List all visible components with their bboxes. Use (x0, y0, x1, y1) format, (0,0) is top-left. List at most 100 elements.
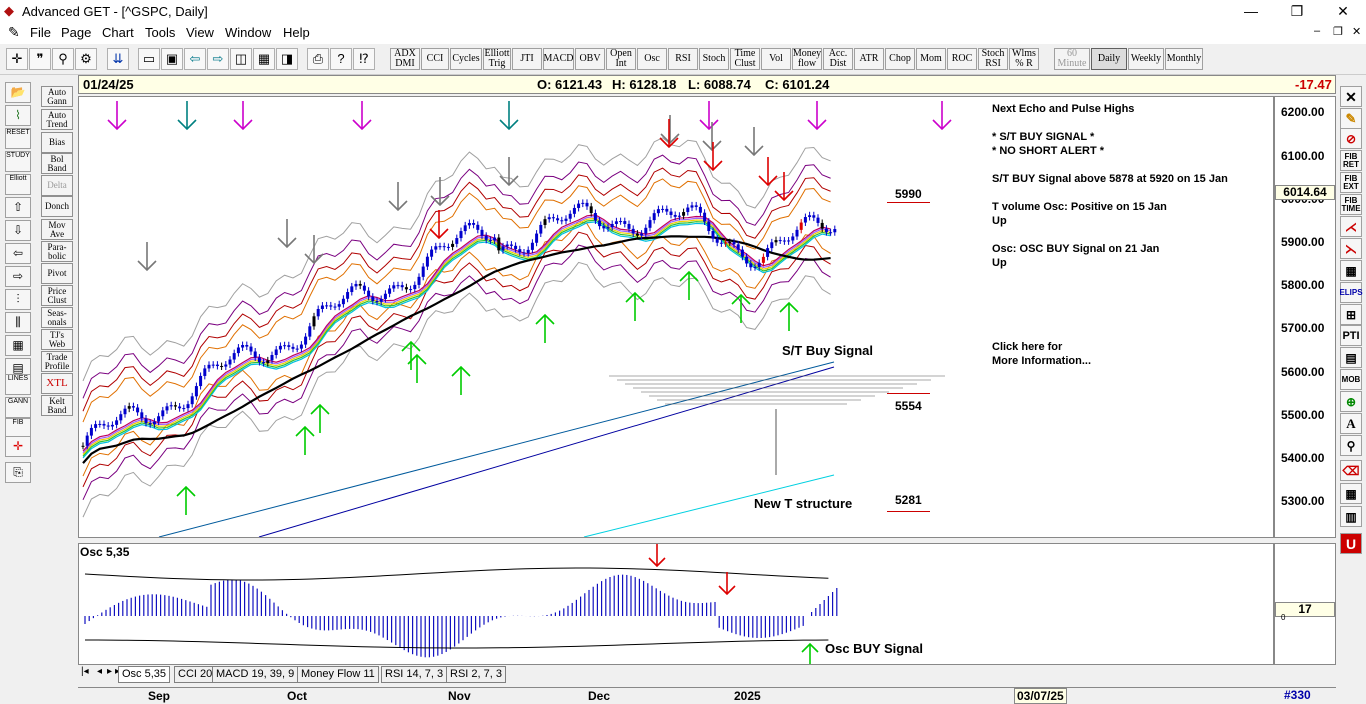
page-icon[interactable]: ▭ (138, 48, 160, 70)
study-williams-r-button[interactable]: Wlms % R (1009, 48, 1039, 70)
window-icon[interactable]: ◫ (230, 48, 252, 70)
study-jti-button[interactable]: JTI (512, 48, 542, 70)
study-vol-button[interactable]: Vol (761, 48, 791, 70)
gann-grid-icon[interactable]: ▦ (1340, 260, 1362, 281)
study-chop-button[interactable]: Chop (885, 48, 915, 70)
study-roc-button[interactable]: ROC (947, 48, 977, 70)
bol-band-button[interactable]: Bol Band (41, 153, 73, 174)
study-stoch-rsi-button[interactable]: Stoch RSI (978, 48, 1008, 70)
split-icon[interactable]: ◨ (276, 48, 298, 70)
study-cycles-button[interactable]: Cycles (450, 48, 482, 70)
tab-scroll-next-icon[interactable]: ▸ (107, 666, 113, 677)
study-icon[interactable]: STUDY (5, 151, 31, 172)
mob-icon[interactable]: MOB (1340, 369, 1362, 390)
menu-view[interactable]: View (186, 25, 214, 40)
fib-icon[interactable]: FIB (5, 418, 31, 439)
fib-ret-icon[interactable]: FIB RET (1340, 150, 1362, 171)
pointer-icon[interactable]: ✛ (6, 48, 28, 70)
magnifier-icon[interactable]: ⚲ (52, 48, 74, 70)
minimize-button[interactable]: — (1244, 3, 1258, 19)
study-mom-button[interactable]: Mom (916, 48, 946, 70)
menu-help[interactable]: Help (283, 25, 310, 40)
donch-button[interactable]: Donch (41, 196, 73, 217)
menu-file[interactable]: File (30, 25, 51, 40)
xtl-button[interactable]: XTL (41, 373, 73, 394)
period-60-minute-button[interactable]: 60 Minute (1054, 48, 1090, 70)
study-rsi-button[interactable]: RSI (668, 48, 698, 70)
study-cci-button[interactable]: CCI (421, 48, 449, 70)
fan-icon[interactable]: ⋌ (1340, 216, 1362, 237)
pivot-button[interactable]: Pivot (41, 263, 73, 284)
arrow-up-icon[interactable]: ⇧ (5, 197, 31, 218)
oscillator-pane[interactable]: Osc 5,35 Osc BUY Signal (78, 543, 1274, 665)
reset-icon[interactable]: RESET (5, 128, 31, 149)
context-help-icon[interactable]: ⁉ (353, 48, 375, 70)
mov-ave-button[interactable]: Mov Ave (41, 219, 73, 240)
bias-button[interactable]: Bias (41, 132, 73, 153)
help-icon[interactable]: ? (330, 48, 352, 70)
study-money-flow-button[interactable]: Money flow (792, 48, 822, 70)
bars-icon[interactable]: ⫶ (5, 289, 31, 310)
tjs-web-button[interactable]: TJ's Web (41, 329, 73, 350)
grid-icon[interactable]: ▦ (5, 335, 31, 356)
pencil-icon[interactable]: ✎ (1340, 108, 1362, 129)
quote-icon[interactable]: ❞ (29, 48, 51, 70)
panel-icon[interactable]: ▥ (1340, 506, 1362, 527)
tool-icon[interactable]: ⚙ (75, 48, 97, 70)
arrow-right-icon[interactable]: ⇨ (5, 266, 31, 287)
arrow-down-icon[interactable]: ⇩ (5, 220, 31, 241)
close-button[interactable]: ✕ (1337, 3, 1349, 19)
study-elliott-trig-button[interactable]: Elliott Trig (483, 48, 511, 70)
close-chart-icon[interactable]: ✕ (1340, 86, 1362, 107)
fib-ext-icon[interactable]: FIB EXT (1340, 172, 1362, 193)
trade-profile-button[interactable]: Trade Profile (41, 351, 73, 372)
more-information-link[interactable]: More Information... (992, 355, 1091, 367)
kelt-band-button[interactable]: Kelt Band (41, 395, 73, 416)
tab-rsi-2[interactable]: RSI 2, 7, 3 (446, 666, 506, 683)
pti-icon[interactable]: PTI (1340, 325, 1362, 346)
study-atr-button[interactable]: ATR (854, 48, 884, 70)
fan-alt-icon[interactable]: ⋋ (1340, 238, 1362, 259)
gann-icon[interactable]: GANN (5, 397, 31, 418)
tab-scroll-first-icon[interactable]: |◂ (81, 666, 89, 677)
study-macd-button[interactable]: MACD (543, 48, 574, 70)
auto-gann-button[interactable]: Auto Gann (41, 86, 73, 107)
eraser-icon[interactable]: ⌫ (1340, 460, 1362, 481)
trend-icon[interactable]: ⌇ (5, 105, 31, 126)
mdi-minimize-button[interactable]: – (1314, 25, 1321, 37)
ruler-icon[interactable]: ⊞ (1340, 304, 1362, 325)
tab-rsi-14[interactable]: RSI 14, 7, 3 (381, 666, 448, 683)
elips-icon[interactable]: ELIPS (1339, 282, 1363, 303)
maximize-button[interactable]: ❐ (1290, 3, 1304, 19)
text-tool-icon[interactable]: A (1340, 413, 1362, 434)
table-icon[interactable]: ▤ (1340, 347, 1362, 368)
crosshair-icon[interactable]: ✛ (5, 436, 31, 457)
export-icon[interactable]: ⎘ (5, 462, 31, 483)
menu-tools[interactable]: Tools (145, 25, 176, 40)
lines-icon[interactable]: LINES (5, 374, 31, 395)
zoom-icon[interactable]: ⚲ (1340, 435, 1362, 456)
period-weekly-button[interactable]: Weekly (1128, 48, 1164, 70)
no-draw-icon[interactable]: ⊘ (1340, 128, 1362, 149)
scroll-left-icon[interactable]: ⇦ (184, 48, 206, 70)
arrow-left-icon[interactable]: ⇦ (5, 243, 31, 264)
study-acc-dist-button[interactable]: Acc. Dist (823, 48, 853, 70)
study-open-int-button[interactable]: Open Int (606, 48, 636, 70)
study-osc-button[interactable]: Osc (637, 48, 667, 70)
tab-macd[interactable]: MACD 19, 39, 9 (212, 666, 299, 683)
mdi-restore-button[interactable]: ❐ (1333, 26, 1343, 38)
fib-time-icon[interactable]: FIB TIME (1340, 194, 1362, 215)
menu-page[interactable]: Page (61, 25, 92, 40)
seasonals-button[interactable]: Seas- onals (41, 307, 73, 328)
click-here-link[interactable]: Click here for (992, 341, 1063, 353)
elliott-icon[interactable]: Elliott (5, 174, 31, 195)
period-daily-button[interactable]: Daily (1091, 48, 1127, 70)
study-adx-dmi-button[interactable]: ADX DMI (390, 48, 420, 70)
layout-icon[interactable]: ▦ (253, 48, 275, 70)
study-stoch-button[interactable]: Stoch (699, 48, 729, 70)
menu-window[interactable]: Window (225, 25, 272, 40)
study-obv-button[interactable]: OBV (575, 48, 605, 70)
tab-money-flow[interactable]: Money Flow 11 (297, 666, 379, 683)
open-folder-icon[interactable]: 📂 (5, 82, 31, 103)
mdi-close-button[interactable]: ✕ (1352, 26, 1362, 38)
